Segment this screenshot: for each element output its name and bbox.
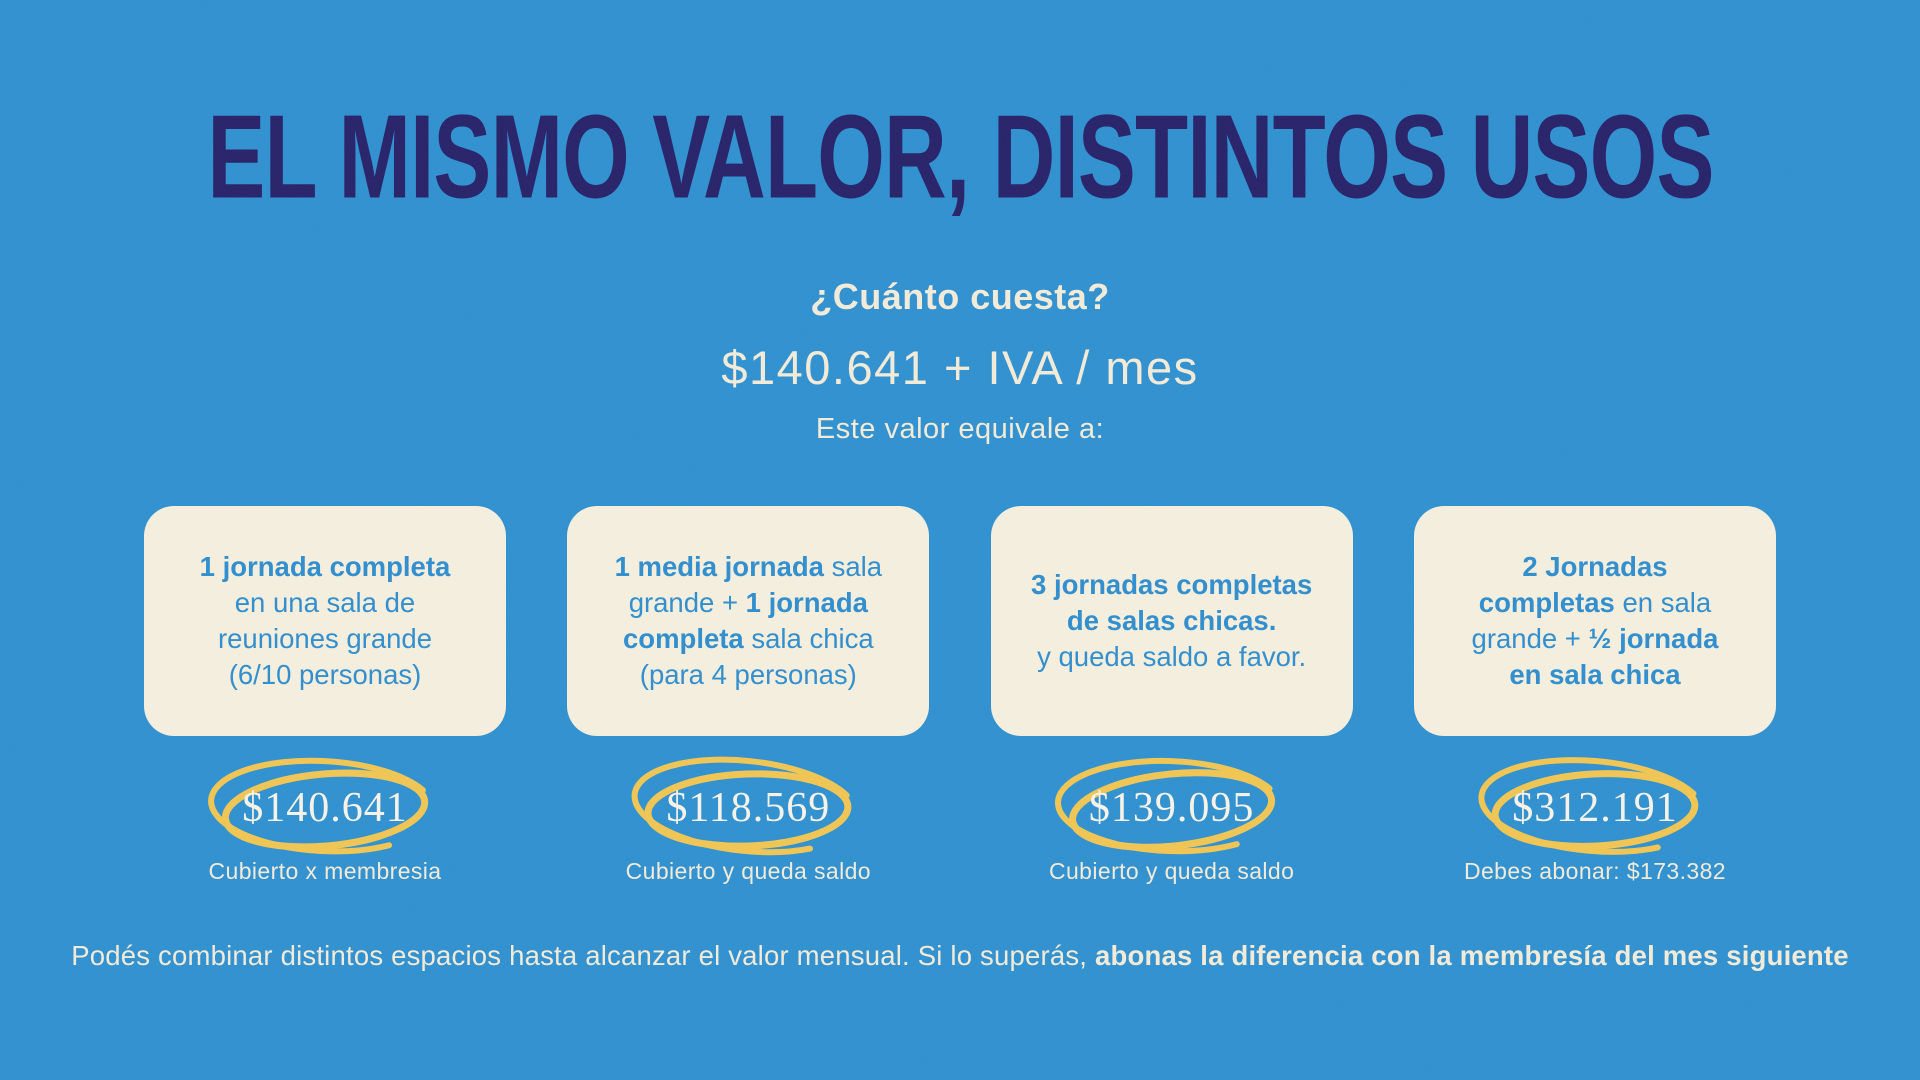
price-value: $118.569	[666, 785, 831, 831]
price-highlight-3: $139.095	[991, 748, 1353, 868]
usage-card-4-text: 2 Jornadas completas en sala grande + ½ …	[1471, 551, 1719, 690]
header-block: ¿Cuánto cuesta? $140.641 + IVA / mes Est…	[0, 276, 1920, 446]
prices-row: $140.641 $118.569 $139.095 $312.191	[0, 748, 1920, 868]
question-heading: ¿Cuánto cuesta?	[810, 276, 1110, 317]
price-caption-4: Debes abonar: $173.382	[1463, 858, 1726, 884]
page-title: EL MISMO VALOR, DISTINTOS USOS	[206, 90, 1714, 224]
price-highlight-1: $140.641	[144, 748, 506, 868]
price-caption-2: Cubierto y queda saldo	[625, 858, 871, 884]
usage-card-2: 1 media jornada sala grande + 1 jornada …	[567, 506, 930, 736]
usage-card-1: 1 jornada completa en una sala de reunio…	[144, 506, 506, 736]
monthly-price: $140.641 + IVA / mes	[721, 341, 1199, 394]
usage-cards-row: 1 jornada completa en una sala de reunio…	[0, 506, 1920, 736]
usage-card-2-text: 1 media jornada sala grande + 1 jornada …	[614, 551, 883, 690]
price-caption-1: Cubierto x membresia	[208, 858, 442, 884]
usage-card-3: 3 jornadas completas de salas chicas. y …	[990, 506, 1353, 736]
footer-note: Podés combinar distintos espacios hasta …	[0, 940, 1920, 972]
usage-card-4: 2 Jornadas completas en sala grande + ½ …	[1413, 506, 1776, 736]
price-value: $312.191	[1512, 785, 1678, 831]
price-value: $140.641	[242, 785, 408, 831]
captions-row: Cubierto x membresia Cubierto y queda sa…	[0, 858, 1920, 894]
price-highlight-2: $118.569	[567, 748, 929, 868]
equivalence-label: Este valor equivale a:	[815, 413, 1105, 445]
price-caption-3: Cubierto y queda saldo	[1048, 858, 1295, 884]
footer-note-regular: Podés combinar distintos espacios hasta …	[71, 940, 1095, 971]
price-highlight-4: $312.191	[1414, 748, 1776, 868]
price-value: $139.095	[1088, 785, 1255, 831]
footer-note-bold: abonas la diferencia con la membresía de…	[1094, 940, 1849, 971]
usage-card-3-text: 3 jornadas completas de salas chicas. y …	[1031, 569, 1313, 672]
usage-card-1-text: 1 jornada completa en una sala de reunio…	[199, 551, 451, 690]
